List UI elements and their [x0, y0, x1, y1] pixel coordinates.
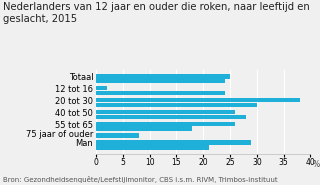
Bar [96, 91, 225, 95]
Bar [96, 98, 300, 102]
Bar [96, 103, 257, 107]
Text: Nederlanders van 12 jaar en ouder die roken, naar leeftijd en
geslacht, 2015: Nederlanders van 12 jaar en ouder die ro… [3, 2, 310, 24]
Bar [96, 133, 139, 138]
Bar [96, 126, 193, 131]
Bar [96, 115, 246, 119]
Text: Bron: Gezondheidsenquête/Leefstijlmonitor, CBS i.s.m. RIVM, Trimbos-instituut: Bron: Gezondheidsenquête/Leefstijlmonito… [3, 176, 278, 183]
Bar [96, 79, 225, 83]
Text: %: % [313, 160, 320, 169]
Bar [96, 122, 236, 126]
Bar [96, 110, 236, 114]
Bar [96, 86, 107, 90]
Bar [96, 74, 230, 79]
Bar [96, 140, 252, 145]
Bar [96, 145, 209, 150]
